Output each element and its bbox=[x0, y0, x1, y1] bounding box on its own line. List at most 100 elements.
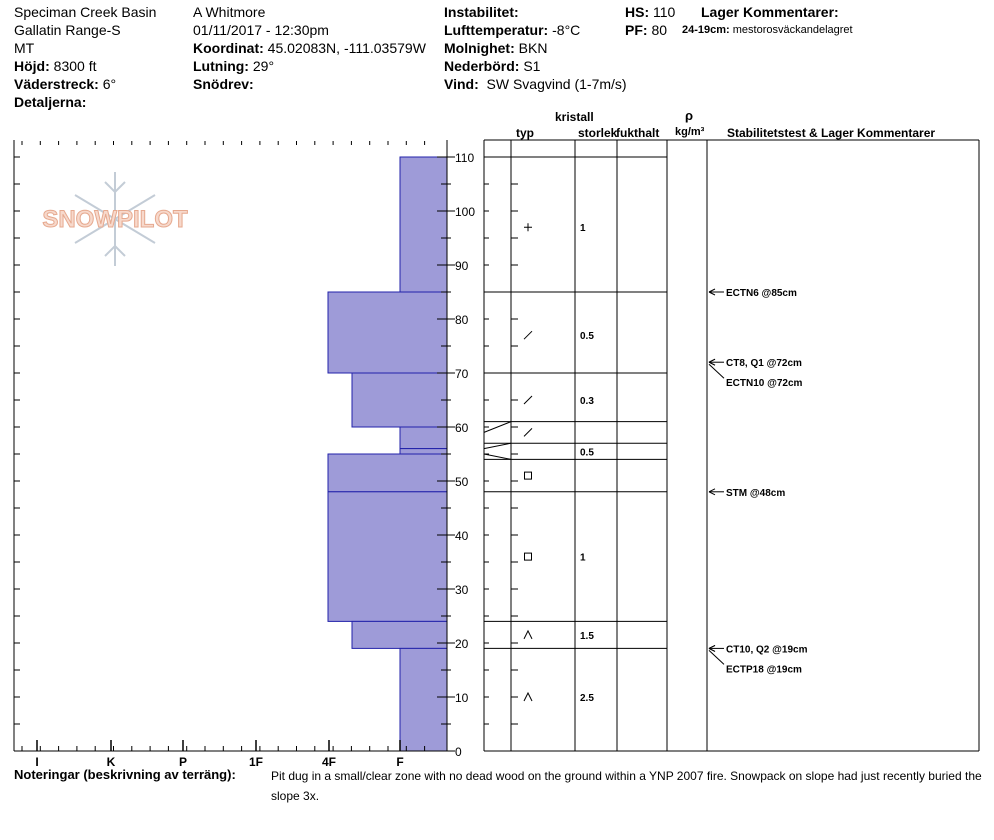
notes-text: Pit dug in a small/clear zone with no de… bbox=[271, 769, 982, 803]
drift: Snödrev: bbox=[193, 75, 254, 93]
test-arrow-line bbox=[708, 650, 725, 665]
details: Detaljerna: bbox=[14, 93, 86, 111]
air-temperature: Lufttemperatur: -8°C bbox=[444, 21, 580, 39]
grain-size-label: 0.5 bbox=[580, 331, 594, 342]
hardness-layer bbox=[351, 620, 448, 649]
grain-caret-icon bbox=[523, 629, 533, 640]
hardness-tick-label: K bbox=[107, 755, 116, 769]
arrow-icon bbox=[708, 358, 716, 366]
sky-label: Molnighet: bbox=[444, 40, 515, 56]
hardness-layer bbox=[327, 491, 448, 622]
moisture-heading: fukthalt bbox=[616, 126, 659, 140]
test-label: ECTP18 @19cm bbox=[726, 664, 802, 675]
coord-value: 45.02083N, -111.03579W bbox=[267, 40, 426, 56]
wind: Vind: SW Svagvind (1-7m/s) bbox=[444, 75, 627, 93]
stability-tests: ECTN6 @85cm CT8, Q1 @72cm ECTN10 @72cm STM … bbox=[708, 288, 808, 675]
drift-label: Snödrev: bbox=[193, 76, 254, 92]
crystal-heading: kristall bbox=[555, 110, 594, 124]
grain-plus-icon bbox=[524, 223, 532, 232]
wind-value: SW Svagvind (1-7m/s) bbox=[486, 76, 627, 92]
depth-tick-label: 40 bbox=[455, 529, 469, 543]
hardness-layers bbox=[327, 156, 448, 752]
slope-value: 29° bbox=[252, 58, 275, 74]
left-axes: I K P 1F 4F F 0 10 20 30 40 50 60 70 80 90 100 110 bbox=[13, 140, 475, 769]
grain-table: 1 0.5 0.3 0.5 1 1.5 2.5 bbox=[483, 139, 980, 752]
hs: HS: 110 bbox=[625, 3, 675, 21]
logo-text: SNOWPILOT bbox=[42, 206, 188, 233]
type-heading: typ bbox=[516, 126, 534, 140]
grain-size-label: 1.5 bbox=[580, 631, 594, 642]
grain-caret-icon bbox=[523, 691, 533, 702]
hardness-tick-label: P bbox=[179, 755, 187, 769]
depth-tick-label: 60 bbox=[455, 421, 469, 435]
hardness-tick-label: F bbox=[396, 755, 403, 769]
grain-square-icon bbox=[524, 471, 532, 480]
grain-size-label: 0.5 bbox=[580, 447, 594, 458]
aspect: Väderstreck: 6° bbox=[14, 75, 116, 93]
depth-tick-label: 80 bbox=[455, 313, 469, 327]
hardness-tick-label: I bbox=[35, 755, 38, 769]
hardness-layer bbox=[327, 291, 448, 374]
depth-tick-label: 0 bbox=[455, 745, 462, 759]
hs-label: HS: bbox=[625, 4, 650, 20]
layer-comments-heading: Lager Kommentarer: bbox=[701, 3, 839, 21]
hardness-layer bbox=[399, 647, 448, 752]
grain-slash-icon bbox=[523, 428, 533, 437]
snowpilot-logo: SNOWPILOT bbox=[42, 172, 189, 266]
observer: A Whitmore bbox=[193, 4, 266, 20]
pf-label: PF: bbox=[625, 22, 648, 38]
snowflake-icon bbox=[74, 172, 156, 266]
elevation-label: Höjd: bbox=[14, 58, 50, 74]
precipitation: Nederbörd: S1 bbox=[444, 57, 540, 75]
arrow-icon bbox=[708, 488, 716, 496]
layer-comment: 24-19cm: mestorosväckandelagret bbox=[682, 24, 853, 36]
test-label: CT10, Q2 @19cm bbox=[726, 644, 808, 655]
arrow-icon bbox=[708, 644, 716, 652]
precip-value: S1 bbox=[523, 58, 541, 74]
location: Speciman Creek Basin bbox=[14, 4, 157, 20]
slope-label: Lutning: bbox=[193, 58, 249, 74]
stability-heading: Stabilitetstest & Lager Kommentarer bbox=[727, 126, 935, 140]
hardness-tick-label: 4F bbox=[322, 755, 336, 769]
aspect-label: Väderstreck: bbox=[14, 76, 99, 92]
size-heading: storlek bbox=[578, 126, 618, 140]
sky: Molnighet: BKN bbox=[444, 39, 547, 57]
pf: PF: 80 bbox=[625, 21, 667, 39]
slope: Lutning: 29° bbox=[193, 57, 274, 75]
test-label: STM @48cm bbox=[726, 488, 785, 499]
grain-slash-icon bbox=[523, 330, 533, 340]
depth-tick-label: 50 bbox=[455, 475, 469, 489]
elevation: Höjd: 8300 ft bbox=[14, 57, 96, 75]
test-arrow-line bbox=[708, 363, 725, 379]
depth-tick-label: 20 bbox=[455, 637, 469, 651]
details-label: Detaljerna: bbox=[14, 94, 87, 110]
density-unit: kg/m³ bbox=[675, 126, 705, 138]
precip-label: Nederbörd: bbox=[444, 58, 520, 74]
depth-tick-label: 100 bbox=[455, 205, 475, 219]
airtemp-label: Lufttemperatur: bbox=[444, 22, 549, 38]
range: Gallatin Range-S bbox=[14, 22, 121, 38]
layer-comment-text: mestorosväckandelagret bbox=[732, 24, 853, 36]
instability: Instabilitet: bbox=[444, 3, 519, 21]
test-label: CT8, Q1 @72cm bbox=[726, 358, 802, 369]
airtemp-value: -8°C bbox=[552, 22, 581, 38]
depth-tick-label: 110 bbox=[455, 151, 474, 165]
grain-square-icon bbox=[524, 552, 532, 561]
arrow-icon bbox=[708, 288, 716, 296]
layer-comments-label: Lager Kommentarer: bbox=[701, 4, 839, 20]
boundary-link-line bbox=[483, 421, 512, 433]
sky-value: BKN bbox=[518, 40, 548, 56]
pf-value: 80 bbox=[651, 22, 668, 38]
test-label: ECTN10 @72cm bbox=[726, 378, 803, 389]
boundary-link-line bbox=[483, 442, 512, 450]
datetime: 01/11/2017 - 12:30pm bbox=[193, 22, 329, 38]
hardness-tick-label: 1F bbox=[249, 755, 263, 769]
rho-heading: ρ bbox=[685, 108, 693, 123]
elevation-value: 8300 ft bbox=[53, 58, 97, 74]
depth-tick-label: 30 bbox=[455, 583, 469, 597]
test-label: ECTN6 @85cm bbox=[726, 288, 797, 299]
grain-size-label: 2.5 bbox=[580, 693, 594, 704]
coordinates: Koordinat: 45.02083N, -111.03579W bbox=[193, 39, 426, 57]
hardness-layer bbox=[399, 426, 448, 450]
